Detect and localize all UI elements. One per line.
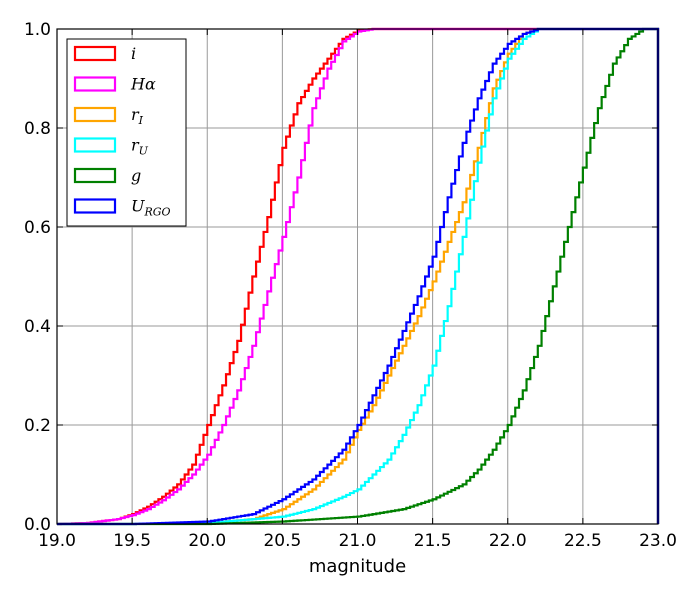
x-tick-label: 19.5 [113,531,151,551]
legend-swatch-rI [73,106,117,123]
x-tick-label: 19.0 [38,531,76,551]
legend-swatch-URGO [73,198,117,214]
x-tick-label: 20.5 [263,531,301,551]
x-tick-label: 23.0 [639,531,677,551]
y-tick-label: 0.0 [24,515,51,535]
legend-swatch-g [73,167,117,184]
legend-swatch-Hα [73,76,117,92]
legend-label-URGO: URGO [131,197,171,219]
y-tick-label: 0.2 [24,416,51,436]
axis-ticks: 19.0 19.5 20.0 20.5 21.0 21.5 22.0 22.5 23.0 0.0 0… [24,20,677,551]
x-tick-label: 21.5 [414,531,452,551]
x-tick-label: 22.5 [564,531,602,551]
x-axis-label: magnitude [309,556,406,577]
y-tick-label: 1.0 [24,20,51,40]
legend-label-rI: rI [131,105,144,127]
legend-label-g: g [131,166,141,185]
legend-label-rU: rU [131,136,149,158]
legend-label-i: i [131,44,136,63]
y-tick-label: 0.4 [24,317,51,337]
x-tick-label: 20.0 [188,531,226,551]
x-tick-label: 22.0 [489,531,527,551]
legend-swatch-i [73,45,117,62]
x-tick-label: 21.0 [339,531,377,551]
y-tick-label: 0.6 [24,218,51,238]
legend-box [66,38,187,227]
series-line-URGO [57,27,660,526]
legend-label-Hα: Hα [130,75,156,94]
legend-swatch-rU [73,137,117,153]
legend: i Hα rI rU g URGO [66,38,187,227]
grid-lines [56,28,659,525]
y-tick-label: 0.8 [24,119,51,139]
